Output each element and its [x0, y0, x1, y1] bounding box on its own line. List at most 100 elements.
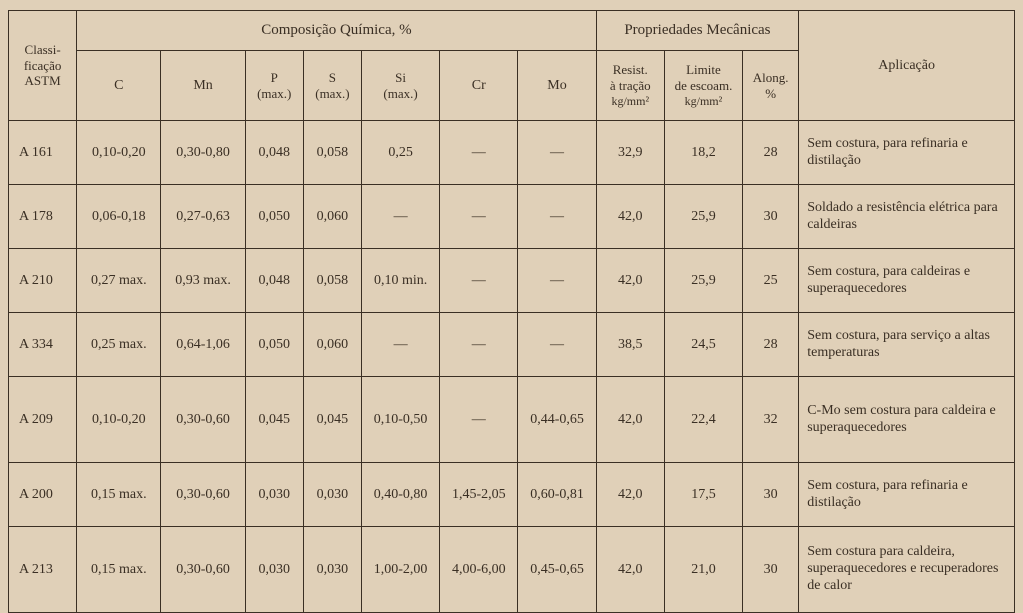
cell-le: 25,9	[664, 249, 742, 313]
header-chem-group: Composição Química, %	[77, 11, 596, 51]
header-mech-group: Propriedades Mecânicas	[596, 11, 799, 51]
cell-S: 0,045	[303, 377, 361, 463]
cell-le: 22,4	[664, 377, 742, 463]
cell-rt: 42,0	[596, 377, 664, 463]
header-rt: Resist.à traçãokg/mm²	[596, 51, 664, 121]
cell-P: 0,030	[245, 527, 303, 613]
header-rt-3: kg/mm²	[611, 94, 649, 108]
cell-C: 0,25 max.	[77, 313, 161, 377]
cell-Mo: —	[518, 249, 596, 313]
header-al-1: Along.	[753, 70, 789, 85]
cell-apl: Sem costura para caldei­ra, superaqueced…	[799, 527, 1015, 613]
cell-apl: C-Mo sem costura para caldeira e superaq…	[799, 377, 1015, 463]
header-si: Si(max.)	[361, 51, 439, 121]
header-rt-2: à tração	[610, 78, 651, 93]
cell-Si: 0,10-0,50	[361, 377, 439, 463]
cell-S: 0,060	[303, 313, 361, 377]
materials-table: Classi- ficação ASTM Composição Química,…	[8, 10, 1015, 613]
table-row: A 3340,25 max.0,64-1,060,0500,060———38,5…	[9, 313, 1015, 377]
cell-Si: 1,00-2,00	[361, 527, 439, 613]
header-s: S(max.)	[303, 51, 361, 121]
table-row: A 1610,10-0,200,30-0,800,0480,0580,25——3…	[9, 121, 1015, 185]
cell-Si: —	[361, 185, 439, 249]
cell-Mo: 0,44-0,65	[518, 377, 596, 463]
header-s-1: S	[329, 70, 336, 85]
cell-C: 0,10-0,20	[77, 377, 161, 463]
cell-Cr: 1,45-2,05	[440, 463, 518, 527]
header-c: C	[77, 51, 161, 121]
cell-C: 0,15 max.	[77, 527, 161, 613]
cell-astm: A 178	[9, 185, 77, 249]
cell-le: 24,5	[664, 313, 742, 377]
header-le: Limitede escoam.kg/mm²	[664, 51, 742, 121]
header-si-2: (max.)	[383, 86, 417, 101]
cell-C: 0,27 max.	[77, 249, 161, 313]
cell-S: 0,058	[303, 121, 361, 185]
cell-Mo: —	[518, 185, 596, 249]
cell-Mn: 0,93 max.	[161, 249, 245, 313]
cell-al: 25	[743, 249, 799, 313]
cell-Mn: 0,30-0,60	[161, 527, 245, 613]
cell-S: 0,060	[303, 185, 361, 249]
header-mo: Mo	[518, 51, 596, 121]
cell-al: 30	[743, 185, 799, 249]
cell-Cr: —	[440, 313, 518, 377]
cell-Si: —	[361, 313, 439, 377]
cell-Cr: —	[440, 249, 518, 313]
cell-C: 0,15 max.	[77, 463, 161, 527]
cell-apl: Sem costura, para caldei­ras e superaque…	[799, 249, 1015, 313]
cell-Si: 0,25	[361, 121, 439, 185]
cell-al: 30	[743, 527, 799, 613]
cell-le: 18,2	[664, 121, 742, 185]
cell-rt: 32,9	[596, 121, 664, 185]
cell-Si: 0,10 min.	[361, 249, 439, 313]
cell-Si: 0,40-0,80	[361, 463, 439, 527]
cell-rt: 42,0	[596, 249, 664, 313]
cell-Cr: 4,00-6,00	[440, 527, 518, 613]
header-le-1: Limite	[686, 62, 721, 77]
cell-Mn: 0,64-1,06	[161, 313, 245, 377]
header-astm-l3: ASTM	[25, 73, 61, 88]
header-le-2: de escoam.	[675, 78, 733, 93]
header-astm: Classi- ficação ASTM	[9, 11, 77, 121]
header-al-2: %	[765, 86, 776, 101]
cell-apl: Sem costura, para refi­naria e distilaçã…	[799, 463, 1015, 527]
cell-S: 0,058	[303, 249, 361, 313]
cell-Mo: 0,60-0,81	[518, 463, 596, 527]
cell-astm: A 210	[9, 249, 77, 313]
cell-Cr: —	[440, 185, 518, 249]
cell-C: 0,10-0,20	[77, 121, 161, 185]
cell-le: 25,9	[664, 185, 742, 249]
cell-S: 0,030	[303, 463, 361, 527]
cell-astm: A 334	[9, 313, 77, 377]
cell-le: 21,0	[664, 527, 742, 613]
cell-al: 32	[743, 377, 799, 463]
cell-rt: 42,0	[596, 527, 664, 613]
header-le-3: kg/mm²	[685, 94, 723, 108]
cell-Mo: —	[518, 121, 596, 185]
header-apl: Aplicação	[799, 11, 1015, 121]
header-p-2: (max.)	[257, 86, 291, 101]
cell-Cr: —	[440, 121, 518, 185]
cell-Mn: 0,30-0,60	[161, 377, 245, 463]
cell-astm: A 209	[9, 377, 77, 463]
cell-C: 0,06-0,18	[77, 185, 161, 249]
cell-rt: 38,5	[596, 313, 664, 377]
cell-Mo: —	[518, 313, 596, 377]
cell-al: 30	[743, 463, 799, 527]
table-row: A 2000,15 max.0,30-0,600,0300,0300,40-0,…	[9, 463, 1015, 527]
header-cr: Cr	[440, 51, 518, 121]
cell-P: 0,045	[245, 377, 303, 463]
cell-Cr: —	[440, 377, 518, 463]
cell-astm: A 213	[9, 527, 77, 613]
header-s-2: (max.)	[315, 86, 349, 101]
cell-S: 0,030	[303, 527, 361, 613]
table-row: A 1780,06-0,180,27-0,630,0500,060———42,0…	[9, 185, 1015, 249]
header-astm-l1: Classi-	[25, 42, 61, 57]
cell-Mn: 0,27-0,63	[161, 185, 245, 249]
cell-P: 0,030	[245, 463, 303, 527]
table-row: A 2090,10-0,200,30-0,600,0450,0450,10-0,…	[9, 377, 1015, 463]
cell-P: 0,050	[245, 185, 303, 249]
header-al: Along.%	[743, 51, 799, 121]
cell-apl: Sem costura, para serviço a altas temper…	[799, 313, 1015, 377]
